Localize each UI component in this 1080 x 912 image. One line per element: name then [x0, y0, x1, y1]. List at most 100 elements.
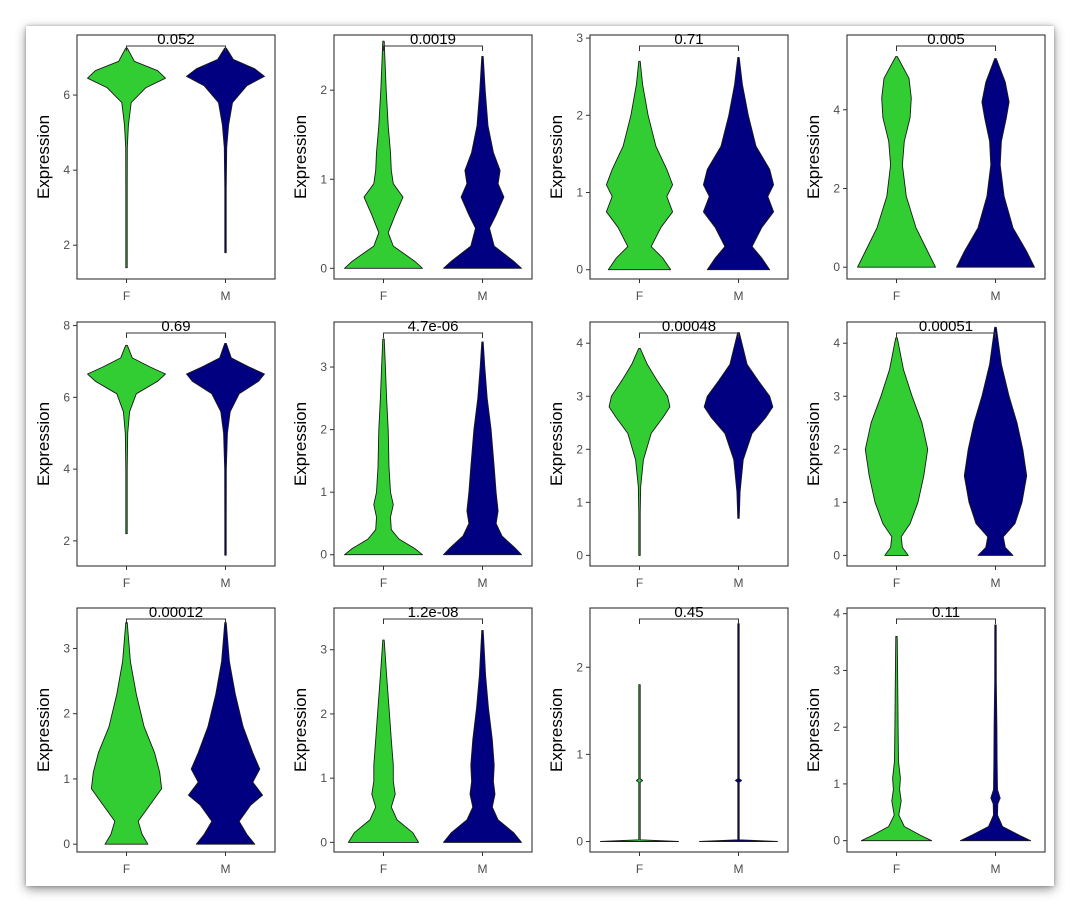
- x-tick-label-M: M: [478, 576, 488, 590]
- x-tick-label-F: F: [893, 862, 900, 876]
- x-tick-label-F: F: [636, 576, 643, 590]
- p-value-label: 1.2e-08: [408, 604, 459, 621]
- y-axis-title: Expression: [547, 115, 566, 199]
- panel-border: [333, 607, 533, 853]
- y-tick-label: 3: [63, 641, 70, 655]
- x-tick-label-F: F: [123, 289, 130, 303]
- x-tick-label-M: M: [991, 576, 1001, 590]
- y-tick-label: 4: [833, 607, 840, 621]
- x-tick-label-M: M: [478, 862, 488, 876]
- significance-bracket: [383, 618, 483, 624]
- panel-border: [76, 34, 276, 280]
- significance-bracket: [639, 332, 739, 338]
- y-tick-label: 0: [576, 835, 583, 849]
- significance-bracket: [383, 45, 483, 51]
- violin-F: [344, 338, 423, 556]
- panel-border: [846, 34, 1046, 280]
- p-value-label: 0.00012: [149, 604, 203, 621]
- violin-panel-2: 0 1 2 Expression F M 0.0019: [291, 31, 533, 303]
- y-tick-label: 0: [320, 835, 327, 849]
- p-value-label: 0.45: [674, 604, 703, 621]
- y-tick-label: 4: [833, 336, 840, 350]
- violin-M: [186, 47, 265, 254]
- x-tick-label-M: M: [221, 576, 231, 590]
- violin-F: [608, 348, 671, 556]
- y-axis-title: Expression: [291, 115, 310, 199]
- significance-bracket: [896, 618, 996, 624]
- significance-bracket: [126, 45, 226, 51]
- y-tick-label: 2: [833, 181, 840, 195]
- violin-panel-10: 0 1 2 3 Expression F M 1.2e-08: [291, 604, 533, 876]
- violin-F: [600, 684, 679, 842]
- violin-panel-5: 2 4 6 8 Expression F M 0.69: [34, 318, 276, 590]
- y-tick-label: 0: [320, 261, 327, 275]
- y-tick-label: 4: [576, 336, 583, 350]
- panel-border: [589, 321, 789, 567]
- x-tick-label-M: M: [991, 289, 1001, 303]
- x-tick-label-M: M: [991, 862, 1001, 876]
- panel-border: [846, 607, 1046, 853]
- x-tick-label-F: F: [123, 576, 130, 590]
- y-tick-label: 2: [576, 660, 583, 674]
- y-axis-title: Expression: [34, 115, 53, 199]
- p-value-label: 0.11: [932, 604, 960, 621]
- y-axis-title: Expression: [804, 402, 823, 486]
- violin-M: [699, 623, 778, 842]
- y-axis-title: Expression: [547, 402, 566, 486]
- violin-M: [956, 58, 1035, 268]
- significance-bracket: [896, 45, 996, 51]
- y-tick-label: 1: [833, 495, 840, 509]
- violin-M: [443, 341, 522, 556]
- violin-M: [186, 343, 265, 556]
- y-tick-label: 3: [833, 663, 840, 677]
- panel-border: [76, 321, 276, 567]
- x-tick-label-M: M: [221, 289, 231, 303]
- y-tick-label: 0: [63, 837, 70, 851]
- violin-M: [702, 56, 775, 271]
- violin-F: [864, 337, 929, 556]
- y-tick-label: 1: [320, 172, 327, 186]
- y-tick-label: 1: [320, 485, 327, 499]
- x-tick-label-F: F: [380, 289, 387, 303]
- y-tick-label: 0: [576, 548, 583, 562]
- violin-F: [605, 60, 674, 271]
- y-tick-label: 0: [320, 548, 327, 562]
- panel-border: [589, 607, 789, 853]
- significance-bracket: [126, 618, 226, 624]
- y-tick-label: 3: [576, 389, 583, 403]
- violin-panel-3: 0 1 2 3 Expression F M 0.71: [547, 31, 789, 303]
- y-tick-label: 3: [320, 360, 327, 374]
- y-tick-label: 0: [833, 834, 840, 848]
- violin-F: [87, 344, 166, 535]
- significance-bracket: [639, 618, 739, 624]
- y-tick-label: 1: [576, 186, 583, 200]
- y-tick-label: 2: [833, 442, 840, 456]
- x-tick-label-M: M: [734, 862, 744, 876]
- p-value-label: 4.7e-06: [408, 318, 459, 335]
- x-tick-label-F: F: [123, 862, 130, 876]
- violin-panel-1: 2 4 6 Expression F M 0.052: [34, 31, 276, 303]
- significance-bracket: [639, 45, 739, 51]
- x-tick-label-F: F: [893, 576, 900, 590]
- x-tick-label-M: M: [478, 289, 488, 303]
- y-tick-label: 2: [320, 707, 327, 721]
- y-tick-label: 4: [63, 462, 70, 476]
- violin-M: [187, 621, 264, 845]
- y-tick-label: 2: [63, 238, 70, 252]
- y-tick-label: 2: [833, 720, 840, 734]
- p-value-label: 0.052: [157, 31, 195, 48]
- violin-F: [857, 56, 936, 268]
- violin-panel-4: 0 2 4 Expression F M 0.005: [804, 31, 1046, 303]
- y-axis-title: Expression: [804, 688, 823, 772]
- y-axis-title: Expression: [34, 402, 53, 486]
- violin-M: [443, 630, 522, 843]
- y-tick-label: 1: [63, 772, 70, 786]
- violin-F: [344, 40, 423, 269]
- x-tick-label-F: F: [636, 289, 643, 303]
- significance-bracket: [896, 332, 996, 338]
- y-tick-label: 6: [63, 88, 70, 102]
- x-tick-label-F: F: [380, 862, 387, 876]
- y-tick-label: 3: [320, 643, 327, 657]
- y-tick-label: 2: [576, 108, 583, 122]
